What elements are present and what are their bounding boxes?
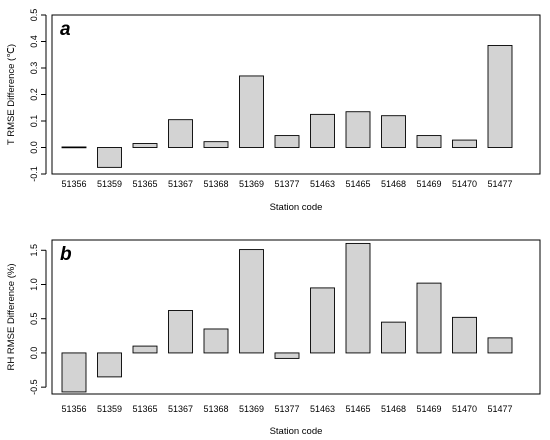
x-tick-label-b: 51469 <box>416 404 441 414</box>
x-tick-label-b: 51369 <box>239 404 264 414</box>
x-tick-label-a: 51377 <box>274 179 299 189</box>
y-tick-label-b: 1.0 <box>29 278 39 291</box>
bar-b-51465 <box>345 242 371 354</box>
y-axis-title-a: T RMSE Difference (℃) <box>6 44 17 145</box>
bar-b-51463 <box>310 287 335 354</box>
bar-a-51369 <box>239 75 264 148</box>
x-tick-label-b: 51377 <box>274 404 299 414</box>
x-tick-label-b: 51365 <box>132 404 157 414</box>
bar-a-51359 <box>97 147 122 168</box>
x-tick-label-b: 51356 <box>61 404 86 414</box>
bar-b-51359 <box>97 352 122 378</box>
x-axis-title-b: Station code <box>270 426 323 437</box>
y-tick-label-a: 0.0 <box>29 141 39 154</box>
plot-frame-b <box>51 239 541 395</box>
bar-a-51356 <box>61 146 87 149</box>
bar-b-51368 <box>203 328 229 354</box>
x-tick-label-a: 51359 <box>97 179 122 189</box>
x-tick-label-a: 51477 <box>487 179 512 189</box>
x-tick-label-a: 51465 <box>345 179 370 189</box>
bar-a-51365 <box>132 143 158 148</box>
x-axis-title-a: Station code <box>270 202 323 213</box>
x-tick-label-a: 51469 <box>416 179 441 189</box>
x-tick-label-a: 51463 <box>310 179 335 189</box>
bar-b-51356 <box>61 352 87 393</box>
bar-b-51369 <box>239 249 264 354</box>
y-tick-label-b: -0.5 <box>29 379 39 395</box>
x-tick-label-a: 51368 <box>203 179 228 189</box>
x-tick-label-b: 51463 <box>310 404 335 414</box>
y-axis-title-b: RH RMSE Difference (%) <box>6 264 17 371</box>
x-tick-label-b: 51477 <box>487 404 512 414</box>
x-tick-label-b: 51465 <box>345 404 370 414</box>
bar-b-51468 <box>381 321 406 354</box>
y-tick-label-b: 1.5 <box>29 244 39 257</box>
x-tick-label-a: 51468 <box>381 179 406 189</box>
y-tick-label-a: 0.4 <box>29 35 39 48</box>
y-tick-label-b: 0.0 <box>29 347 39 360</box>
x-tick-label-a: 51365 <box>132 179 157 189</box>
bar-b-51367 <box>168 310 193 354</box>
bar-b-51470 <box>452 316 477 354</box>
x-tick-label-a: 51369 <box>239 179 264 189</box>
x-tick-label-b: 51368 <box>203 404 228 414</box>
bar-a-51377 <box>274 135 300 148</box>
bar-b-51469 <box>416 282 442 354</box>
x-tick-label-b: 51367 <box>168 404 193 414</box>
x-tick-label-a: 51470 <box>452 179 477 189</box>
y-tick-label-a: 0.2 <box>29 88 39 101</box>
bar-a-51465 <box>345 111 371 148</box>
x-tick-label-b: 51470 <box>452 404 477 414</box>
x-tick-label-a: 51367 <box>168 179 193 189</box>
y-tick-label-a: 0.3 <box>29 62 39 75</box>
panel-label-a: a <box>60 19 71 40</box>
bar-a-51367 <box>168 119 193 148</box>
y-tick-label-a: -0.1 <box>29 166 39 182</box>
bar-b-51477 <box>487 337 513 354</box>
x-tick-label-b: 51359 <box>97 404 122 414</box>
bar-a-51368 <box>203 141 229 148</box>
bar-a-51463 <box>310 113 335 148</box>
bar-a-51468 <box>381 115 406 148</box>
y-tick-label-a: 0.1 <box>29 115 39 128</box>
bar-a-51477 <box>487 45 513 148</box>
panel-label-b: b <box>60 244 72 265</box>
bar-b-51377 <box>274 352 300 359</box>
bar-a-51470 <box>452 139 477 148</box>
bar-b-51365 <box>132 345 158 354</box>
bar-a-51469 <box>416 135 442 148</box>
plot-frame-a <box>51 14 541 175</box>
x-tick-label-a: 51356 <box>61 179 86 189</box>
y-tick-label-b: 0.5 <box>29 312 39 325</box>
y-tick-label-a: 0.5 <box>29 9 39 22</box>
x-tick-label-b: 51468 <box>381 404 406 414</box>
